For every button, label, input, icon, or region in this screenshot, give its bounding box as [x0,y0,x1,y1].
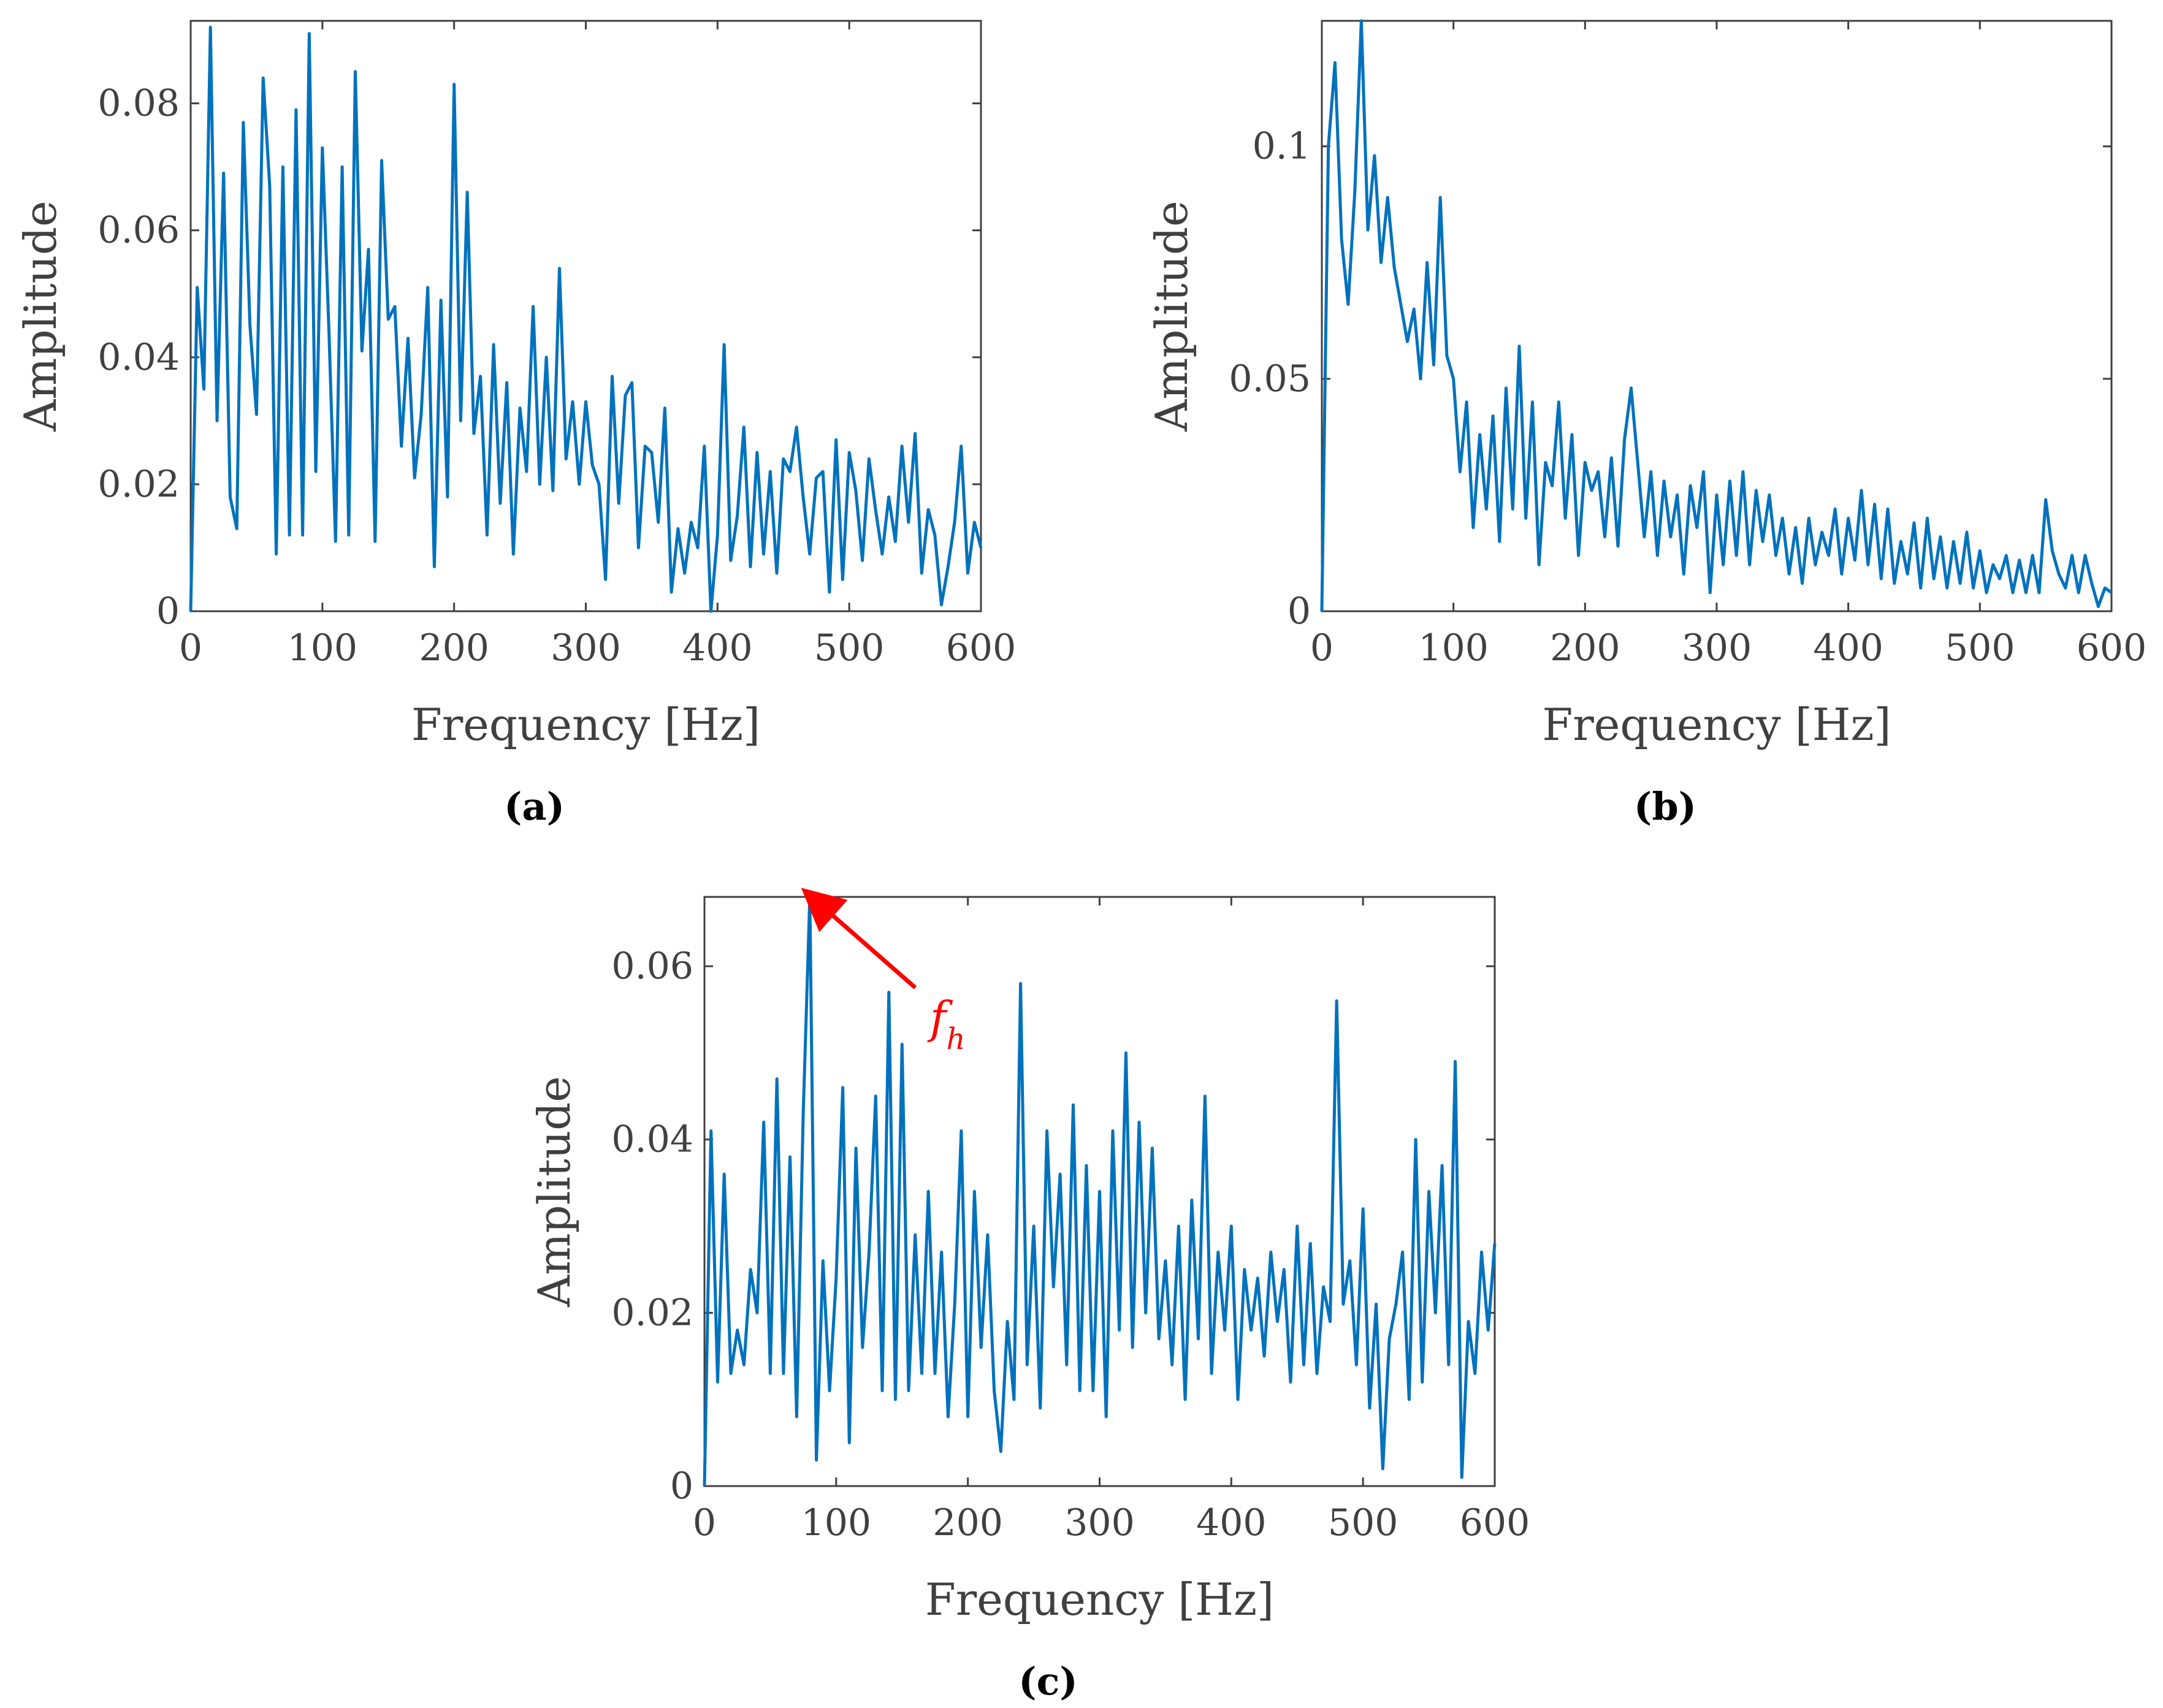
y-tick-label-a-4: 0.08 [97,82,180,125]
x-tick-label-a-3: 300 [551,627,621,669]
x-tick-label-b-2: 200 [1550,627,1620,669]
annotation-fh-label: fh [927,992,966,1056]
x-tick-label-b-6: 600 [2077,627,2147,669]
y-axis-label-c: Amplitude [528,1076,580,1307]
y-tick-label-b-0: 0 [1288,590,1311,633]
series-line-b [1320,19,2113,612]
x-tick-label-c-0: 0 [693,1501,716,1544]
y-tick-label-a-3: 0.06 [97,209,180,252]
series-line-a [189,25,983,613]
axes-box-b [1321,20,2113,612]
plot-area-a: 0 100 200 300 400 500 600 0 0.02 0.04 0.06 0.08 [97,20,1017,669]
y-tick-label-b-1: 0.05 [1229,357,1311,400]
y-tick-label-c-0: 0 [670,1465,693,1508]
panel-c: 0 100 200 300 400 500 600 0 0.02 0.04 0.06 Amplitu… [528,888,1530,1704]
y-axis-label-a: Amplitude [15,200,66,432]
panel-b: 0 100 200 300 400 500 600 0 0.05 0.1 Amplitude Fr… [1146,19,2147,829]
x-tick-label-a-6: 600 [946,627,1017,669]
x-tick-label-a-4: 400 [682,627,753,669]
panel-caption-c: (c) [1018,1659,1077,1704]
annotation-subscript: h [947,1022,966,1056]
x-tick-label-b-4: 400 [1813,627,1883,669]
series-line-c [703,895,1497,1487]
x-tick-label-b-1: 100 [1418,627,1489,669]
x-tick-label-c-6: 600 [1460,1501,1530,1544]
y-tick-label-c-1: 0.02 [611,1291,693,1334]
x-axis-label-b: Frequency [Hz] [1542,699,1891,750]
plot-area-b: 0 100 200 300 400 500 600 0 0.05 0.1 [1229,19,2147,669]
x-tick-label-a-2: 200 [419,627,489,669]
y-tick-label-b-2: 0.1 [1253,125,1311,168]
x-tick-label-a-0: 0 [179,627,202,669]
x-tick-label-c-1: 100 [801,1501,872,1544]
x-tick-label-c-4: 400 [1196,1501,1267,1544]
x-tick-label-c-3: 300 [1064,1501,1135,1544]
y-tick-label-a-0: 0 [156,590,180,633]
y-tick-label-a-1: 0.02 [97,463,180,506]
x-tick-label-b-5: 500 [1945,627,2015,669]
x-tick-label-b-3: 300 [1682,627,1752,669]
x-tick-label-a-5: 500 [814,627,885,669]
x-axis-label-c: Frequency [Hz] [925,1574,1274,1625]
y-tick-label-a-2: 0.04 [97,336,180,379]
panel-a: 0 100 200 300 400 500 600 0 0.02 0.04 0.06 0.08 Amp… [15,20,1017,829]
x-tick-label-b-0: 0 [1310,627,1333,669]
y-tick-label-c-2: 0.04 [611,1118,693,1161]
x-tick-label-c-2: 200 [933,1501,1003,1544]
y-tick-label-c-3: 0.06 [611,945,693,988]
annotation-arrow [801,888,917,989]
x-tick-label-c-5: 500 [1328,1501,1398,1544]
panel-caption-b: (b) [1634,784,1696,829]
x-tick-label-a-1: 100 [288,627,358,669]
panel-caption-a: (a) [504,784,565,829]
x-axis-label-a: Frequency [Hz] [411,699,760,750]
y-axis-label-b: Amplitude [1146,200,1197,432]
plot-area-c: 0 100 200 300 400 500 600 0 0.02 0.04 0.06 [611,895,1530,1544]
